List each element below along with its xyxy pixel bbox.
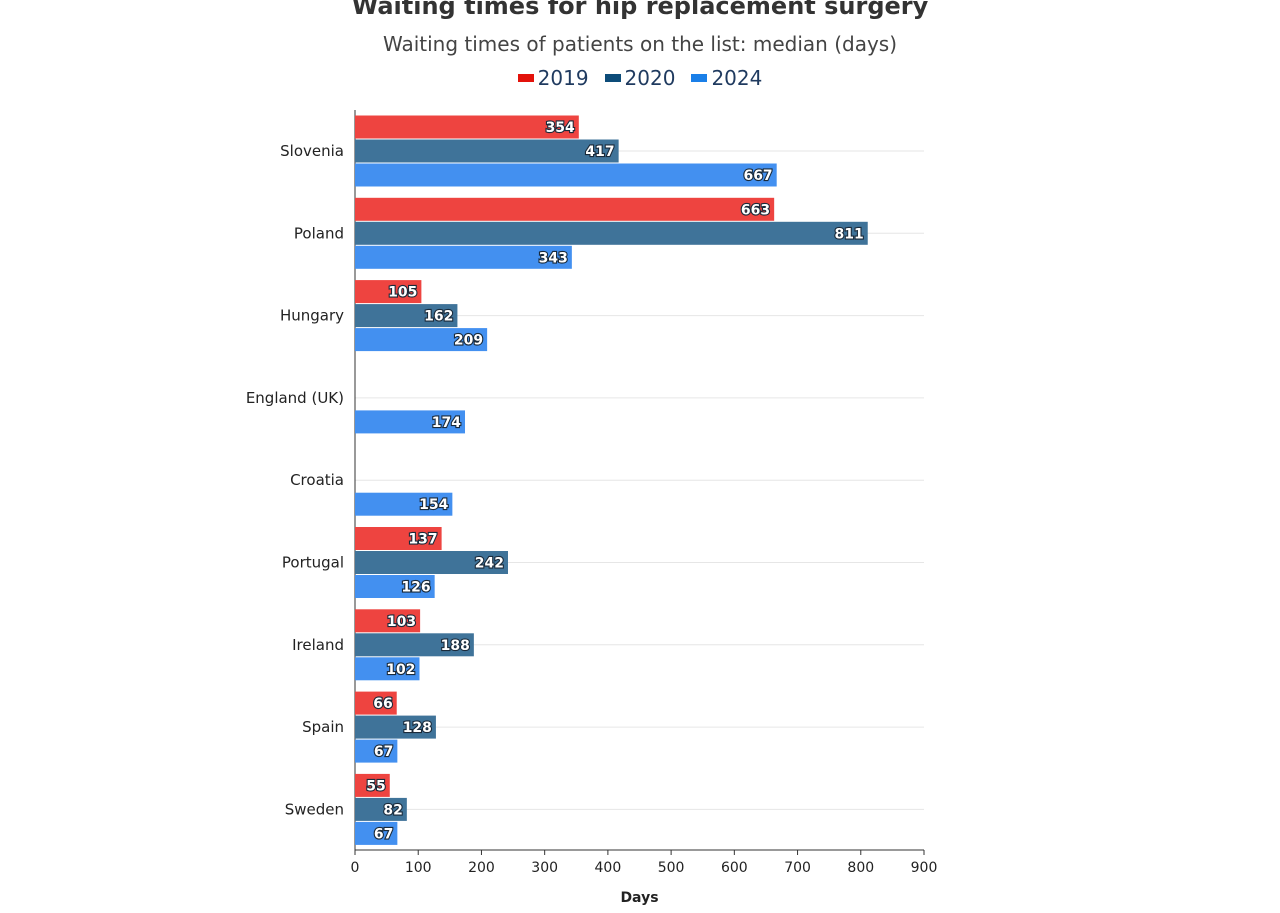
bar-value-label: 667 [743,168,772,184]
bar-value-label: 103 [387,614,416,630]
x-tick-label: 500 [658,860,685,876]
legend-swatch-2020 [604,74,621,82]
bar-value-label: 343 [539,250,568,266]
bar-2020[interactable] [355,797,407,821]
bar-2024[interactable] [355,410,466,434]
legend-item-2020[interactable]: 2020 [604,66,676,90]
bar-value-label: 105 [388,285,417,301]
bar-2024[interactable] [355,821,398,845]
bar-2019[interactable] [355,197,775,221]
bar-value-label: 188 [441,638,470,654]
chart-subtitle: Waiting times of patients on the list: m… [382,32,898,56]
x-tick-label: 700 [784,860,811,876]
bar-value-label: 137 [408,532,437,548]
category-label: Slovenia [280,142,344,160]
bar-value-label: 154 [419,497,448,513]
legend-item-2024[interactable]: 2024 [691,66,762,90]
bar-2019[interactable] [355,115,579,139]
x-tick-label: 100 [405,860,432,876]
bar-2020[interactable] [355,715,436,739]
chart-title: Waiting times for hip replacement surger… [351,0,929,20]
category-label: Hungary [280,307,344,325]
bar-2024[interactable] [355,163,777,187]
bar-2020[interactable] [355,139,619,163]
legend-swatch-2024 [691,74,708,82]
bar-value-label: 126 [401,580,430,596]
x-tick-label: 300 [531,860,558,876]
category-label: England (UK) [246,389,344,407]
bar-2024[interactable] [355,245,572,269]
bar-value-label: 66 [373,696,392,712]
bar-2024[interactable] [355,492,453,516]
legend: 2019 2020 2024 [0,66,1280,90]
legend-label-2020: 2020 [624,66,676,90]
x-tick-label: 0 [351,860,360,876]
x-tick-label: 900 [911,860,938,876]
x-tick-label: 600 [721,860,748,876]
bar-2019[interactable] [355,527,442,550]
bar-value-label: 174 [432,415,461,431]
legend-label-2024: 2024 [711,66,763,90]
bar-value-label: 811 [834,226,863,242]
bar-value-label: 67 [374,826,393,842]
legend-swatch-2019 [517,74,534,82]
bar-2024[interactable] [355,739,398,763]
x-tick-label: 800 [847,860,874,876]
bar-2020[interactable] [355,551,508,574]
bar-value-label: 128 [403,720,432,736]
bar-value-label: 67 [374,744,393,760]
bar-2019[interactable] [355,691,397,715]
x-tick-label: 400 [595,860,622,876]
bar-2024[interactable] [355,328,488,352]
bar-value-label: 663 [741,202,770,218]
bar-value-label: 242 [475,556,504,572]
bar-2024[interactable] [355,657,420,681]
bar-2020[interactable] [355,633,474,657]
category-label: Spain [302,718,344,736]
x-axis-title: Days [620,890,658,906]
bar-value-label: 209 [454,333,483,349]
bar-value-label: 82 [383,802,402,818]
bar-2019[interactable] [355,280,422,304]
bar-2020[interactable] [355,304,458,328]
bar-value-label: 102 [386,662,415,678]
category-label: Portugal [282,554,344,572]
category-label: Poland [294,224,344,242]
bar-2019[interactable] [355,773,390,797]
bar-value-label: 354 [546,120,575,136]
category-label: Sweden [285,800,344,818]
bar-value-label: 55 [366,778,385,794]
legend-label-2019: 2019 [537,66,589,90]
bar-2020[interactable] [355,221,868,245]
legend-item-2019[interactable]: 2019 [517,66,589,90]
category-label: Croatia [290,471,344,489]
bar-2019[interactable] [355,609,421,633]
category-label: Ireland [292,636,344,654]
bar-2024[interactable] [355,575,435,598]
bar-value-label: 417 [585,144,614,160]
bar-value-label: 162 [424,309,453,325]
x-tick-label: 200 [468,860,495,876]
